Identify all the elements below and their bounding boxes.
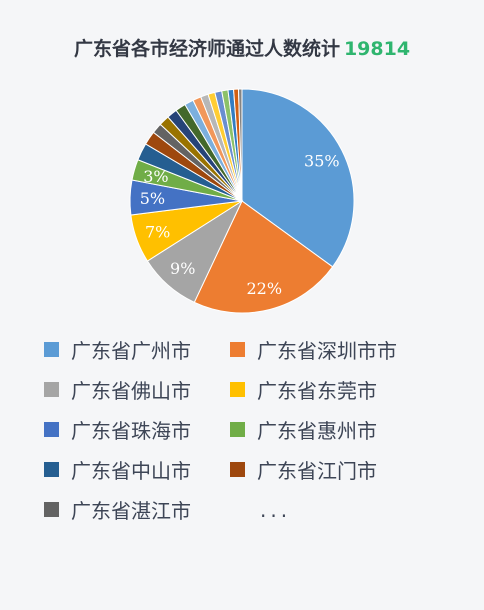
legend-swatch — [230, 462, 245, 477]
chart-total: 19814 — [343, 38, 411, 60]
legend-swatch — [230, 422, 245, 437]
legend-label: 广东省惠州市 — [257, 419, 377, 443]
legend-more: ... — [260, 497, 292, 522]
legend-label: 广东省佛山市 — [71, 379, 191, 403]
legend-label: 广东省深圳市市 — [257, 339, 397, 363]
slice-label: 3% — [143, 167, 168, 186]
slice-label: 35% — [304, 151, 340, 170]
chart-title-text: 广东省各市经济师通过人数统计 — [73, 38, 340, 60]
chart-legend: 广东省广州市 广东省深圳市市 广东省佛山市 广东省东莞市 广东省珠海市 广东省惠州市 广东省… — [44, 336, 464, 523]
legend-label: 广东省广州市 — [71, 339, 191, 363]
legend-label: 广东省江门市 — [257, 459, 377, 483]
legend-item: 广东省东莞市 — [230, 376, 430, 403]
slice-label: 7% — [145, 222, 170, 241]
legend-item: 广东省深圳市市 — [230, 336, 430, 363]
legend-label: 广东省中山市 — [71, 459, 191, 483]
legend-swatch — [230, 382, 245, 397]
legend-item: 广东省珠海市 — [44, 416, 230, 443]
pie-slice — [237, 88, 243, 202]
legend-item: 广东省中山市 — [44, 456, 230, 483]
legend-item: 广东省佛山市 — [44, 376, 230, 403]
legend-swatch — [44, 502, 59, 517]
chart-title: 广东省各市经济师通过人数统计 19814 — [0, 34, 484, 61]
legend-item: 广东省广州市 — [44, 336, 230, 363]
legend-swatch — [44, 462, 59, 477]
legend-swatch — [44, 342, 59, 357]
legend-label: 广东省湛江市 — [71, 499, 191, 523]
legend-swatch — [44, 382, 59, 397]
pie-slice — [241, 88, 355, 268]
legend-item: 广东省江门市 — [230, 456, 430, 483]
legend-item: 广东省惠州市 — [230, 416, 430, 443]
legend-label: 广东省珠海市 — [71, 419, 191, 443]
slice-label: 5% — [140, 189, 165, 208]
slice-label: 9% — [170, 259, 195, 278]
legend-swatch — [44, 422, 59, 437]
pie-chart: 35% 22% 9%7% 5% 3% — [129, 88, 355, 314]
slice-label: 22% — [247, 279, 283, 298]
legend-swatch — [230, 342, 245, 357]
legend-label: 广东省东莞市 — [257, 379, 377, 403]
legend-item: 广东省湛江市 — [44, 496, 230, 523]
